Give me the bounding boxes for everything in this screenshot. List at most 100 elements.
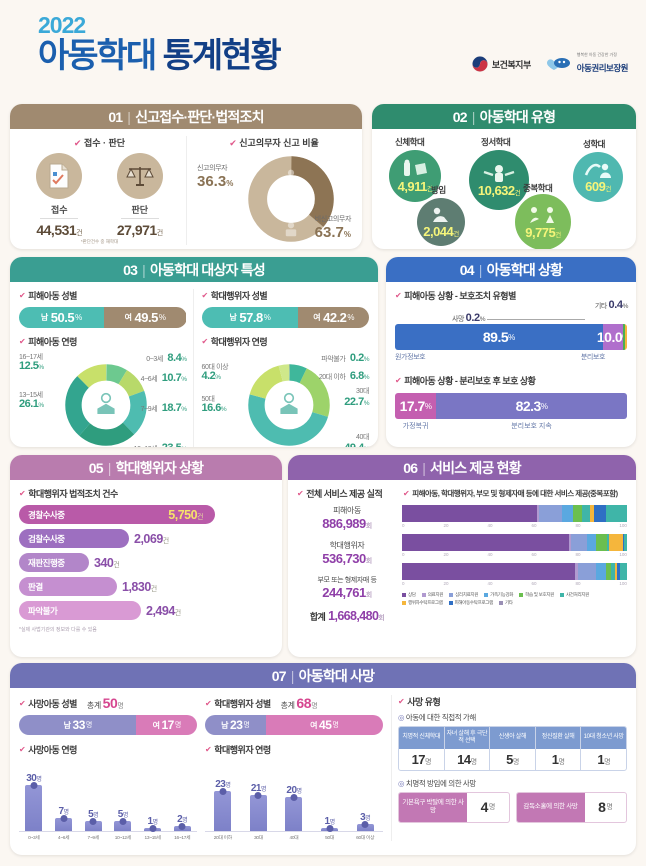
section-04-body: 피해아동 상황 - 보호조치 유형별 기타 0.4% 사망 0.2% 89.5%… (386, 282, 636, 438)
section-01-number: 01 (108, 108, 123, 125)
seg-psych (570, 534, 587, 551)
death-segment (623, 324, 625, 350)
dot-marker (149, 825, 157, 832)
service-total-label: 전체 서비스 제공 실적 (297, 487, 397, 500)
protection-type-bar-labels: 원가정보호 분리보호 (395, 352, 627, 362)
after-separation-bar: 17.7% 82.3% (395, 393, 627, 419)
stacked-bar-victim (402, 505, 627, 522)
bubble-multiple-value: 9,775건 (525, 224, 561, 240)
service-stacked-charts: 0 20 40 60 80 100 (397, 505, 627, 623)
seg-family (561, 505, 573, 522)
axis-family: 0 20 40 60 80 100 (402, 581, 627, 586)
victim-age-13-15-name: 13~15세 (19, 392, 43, 399)
axis-tick-100: 100 (619, 552, 627, 557)
axis-tick-0: 0 (402, 523, 405, 528)
section-05-body: 학대행위자 법적조치 건수 경찰수사중 5,750건 검찰수사중 2,069건 … (10, 480, 282, 640)
section-03-title: 아동학대 대상자 특성 (149, 261, 266, 278)
service-total-family-value: 244,761회 (322, 585, 372, 600)
bubble-emotional-value: 10,632건 (477, 182, 521, 198)
death-col-teen-header: 10대 청소년 사망 (581, 727, 626, 749)
victim-age-0-3-name: 0~3세 (146, 356, 163, 363)
judgment-name: 판단 (131, 205, 149, 215)
section-01-footnote: *판단건수 중 재학대 (80, 239, 119, 244)
col-7-9: 5명 (80, 809, 106, 831)
death-col-newborn-header: 신생아 살해 (490, 727, 535, 749)
section-06-number: 06 (403, 459, 418, 476)
axis-tick-60: 60 (531, 523, 537, 528)
col-13-15: 1명 (140, 816, 166, 832)
axis-tick-40: 40 (487, 523, 493, 528)
death-name: 사망 (452, 316, 465, 323)
death-type-column: 사망 유형 아동에 대한 직접적 가해 치명적 신체학대 17명 자녀 살해 후… (391, 695, 627, 841)
scales-icon (116, 153, 163, 199)
header-divider: | (127, 108, 131, 125)
section-07-title: 아동학대 사망 (298, 667, 375, 684)
separated-protection-label: 분리보호 (580, 354, 606, 361)
seg-abuser-program (609, 534, 623, 551)
legal-value-trial: 340건 (94, 555, 120, 570)
seg-victim-program (622, 534, 624, 551)
abuser-age-donut-svg (247, 364, 330, 446)
service-total-victim: 피해아동 886,989회 (297, 505, 397, 531)
col-20s: 23명 (207, 779, 239, 831)
victim-age-label: 피해아동 연령 (19, 335, 187, 348)
section-01-body: ✔ 접수 · 판단 (10, 129, 362, 249)
section-02-title: 아동학대 유형 (479, 108, 556, 125)
intake-judgment-label: ✔ 접수 · 판단 (19, 136, 180, 149)
dead-child-total-value: 50명 (102, 695, 124, 711)
section-07-number: 07 (271, 667, 287, 684)
bubble-physical: 4,911건 (389, 150, 441, 202)
victim-gender-label: 피해아동 성별 (19, 289, 187, 302)
legal-bar-unknown-label: 파악불가 (28, 605, 58, 616)
year-label: 2022 (38, 12, 86, 38)
death-col-mental: 정신질환 살해 1명 (535, 727, 582, 770)
axis-tick-60: 60 (531, 581, 537, 586)
death-neglect-label: 치명적 방임에 의한 사망 (398, 778, 627, 789)
header-divider: | (107, 459, 112, 476)
legend-swatch (402, 593, 406, 597)
page-title-part2: 통계현황 (162, 37, 282, 75)
abuser-age-unknown-group: 파악불가 0.2% (321, 348, 369, 366)
service-total-abuser-name: 학대행위자 (329, 541, 365, 550)
reporter-mandatory-label: 신고의무자 36.3% (197, 163, 233, 190)
victim-age-0-3-value: 8.4% (167, 352, 187, 364)
victim-age-donut-chart: 16~17세 12.5% 13~15세 26.1% 0~3세 8.4% 4~6세… (19, 348, 187, 447)
bubble-sexual-value: 609건 (585, 178, 611, 194)
intake-name: 접수 (50, 205, 68, 215)
legend-swatch (449, 593, 454, 597)
legal-bar-verdict-label: 판결 (28, 581, 43, 592)
victim-age-10-12-group: 10~12세 23.5% (134, 438, 187, 447)
death-col-newborn-value: 5명 (506, 752, 519, 767)
dot-marker (119, 818, 127, 825)
dead-child-male: 남 33 명 (19, 715, 137, 735)
legal-row-police: 경찰수사중 5,750건 (19, 505, 273, 524)
service-total-abuser-value: 536,730회 (322, 551, 372, 566)
person-glyph-icon (279, 392, 298, 415)
continued-separation-segment: 82.3% (436, 393, 627, 419)
abuser-age-label: 학대행위자 연령 (202, 335, 370, 348)
check-icon: ✔ (229, 138, 237, 148)
dead-abuser-male: 남 23 명 (205, 715, 266, 735)
judgment-number: 27,971 (116, 222, 157, 238)
axis-tick-0: 0 (402, 552, 405, 557)
dot-marker (326, 825, 334, 832)
dead-abuser-total: 총계 68명 (281, 695, 318, 711)
abuser-age-50s-value: 16.6% (201, 402, 227, 414)
legal-bar-prosecution: 검찰수사중 (19, 529, 129, 548)
section-03-number: 03 (123, 261, 138, 278)
col-16-17: 2명 (169, 814, 195, 831)
col-4-6: 7명 (51, 806, 77, 831)
bubble-emotional: 10,632건 (469, 150, 529, 210)
dead-abuser-age-xlabels: 20대 이하 30대 40대 50대 60대 이상 (213, 836, 375, 841)
other-name: 기타 (594, 303, 607, 310)
section-06-header: 06 | 서비스 제공 현황 (288, 455, 636, 480)
section-05-number: 05 (88, 459, 104, 476)
service-total-victim-value: 886,989회 (322, 516, 372, 531)
death-col-mental-value: 1명 (551, 752, 565, 767)
legend-swatch (402, 601, 406, 605)
death-direct-table: 치명적 신체학대 17명 자녀 살해 후 극단적 선택 14명 신생아 살해 5… (398, 726, 627, 771)
victim-age-4-6-name: 4~6세 (140, 376, 158, 383)
abuser-age-40s-name: 40대 (355, 434, 369, 441)
reporter-mandatory-name: 신고의무자 (197, 165, 228, 172)
other-callout: 기타 0.4% (594, 299, 629, 311)
